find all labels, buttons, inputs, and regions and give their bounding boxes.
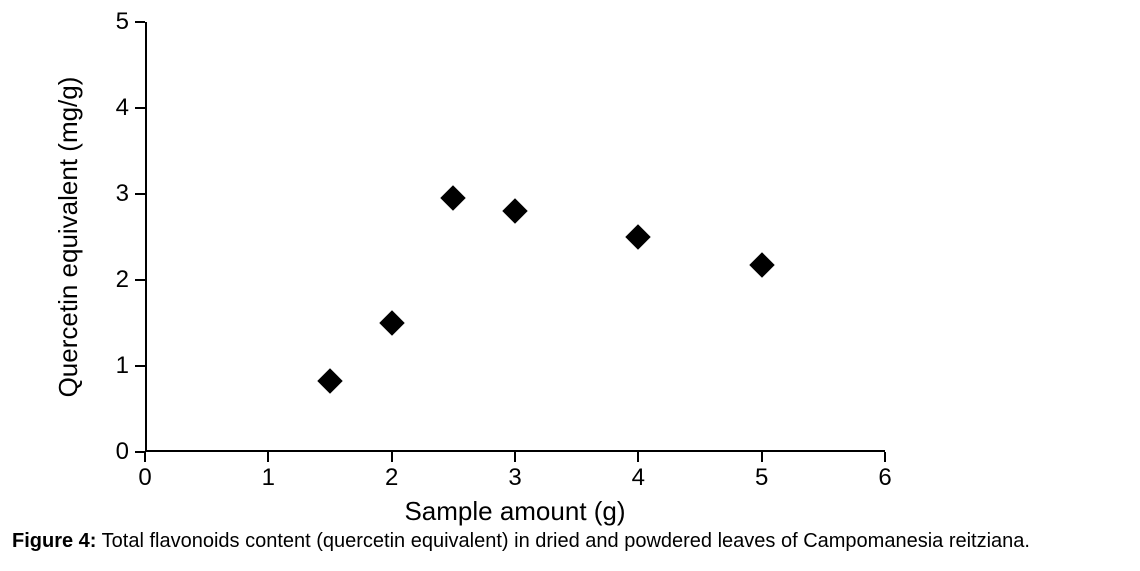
x-tick-label: 1: [238, 464, 298, 492]
data-point: [502, 198, 527, 223]
y-tick-label: 5: [89, 8, 129, 36]
y-tick-label: 4: [89, 94, 129, 122]
x-tick: [267, 452, 269, 462]
y-tick: [135, 193, 145, 195]
y-tick: [135, 107, 145, 109]
data-point: [441, 186, 466, 211]
y-axis-title: Quercetin equivalent (mg/g): [53, 22, 84, 452]
y-tick: [135, 365, 145, 367]
y-tick: [135, 279, 145, 281]
y-tick-label: 0: [89, 438, 129, 466]
caption-text: Total flavonoids content (quercetin equi…: [96, 530, 1030, 552]
data-point: [379, 310, 404, 335]
y-tick: [135, 21, 145, 23]
x-tick: [144, 452, 146, 462]
x-tick-label: 0: [115, 464, 175, 492]
data-point: [749, 252, 774, 277]
y-axis-line: [145, 22, 147, 452]
x-tick-label: 4: [608, 464, 668, 492]
x-tick: [884, 452, 886, 462]
x-tick-label: 5: [732, 464, 792, 492]
x-tick: [761, 452, 763, 462]
y-tick: [135, 451, 145, 453]
x-tick: [514, 452, 516, 462]
data-point: [626, 224, 651, 249]
y-tick-label: 3: [89, 180, 129, 208]
x-tick-label: 6: [855, 464, 915, 492]
data-point: [317, 368, 342, 393]
x-tick: [637, 452, 639, 462]
y-tick-label: 1: [89, 352, 129, 380]
scatter-figure: 0123456012345 Quercetin equivalent (mg/g…: [0, 0, 1140, 571]
x-tick-label: 2: [362, 464, 422, 492]
x-tick: [391, 452, 393, 462]
plot-area: 0123456012345: [145, 22, 885, 452]
x-tick-label: 3: [485, 464, 545, 492]
x-axis-title: Sample amount (g): [145, 496, 885, 527]
caption-label: Figure 4:: [12, 530, 96, 552]
y-tick-label: 2: [89, 266, 129, 294]
figure-caption: Figure 4: Total flavonoids content (quer…: [12, 530, 1030, 553]
